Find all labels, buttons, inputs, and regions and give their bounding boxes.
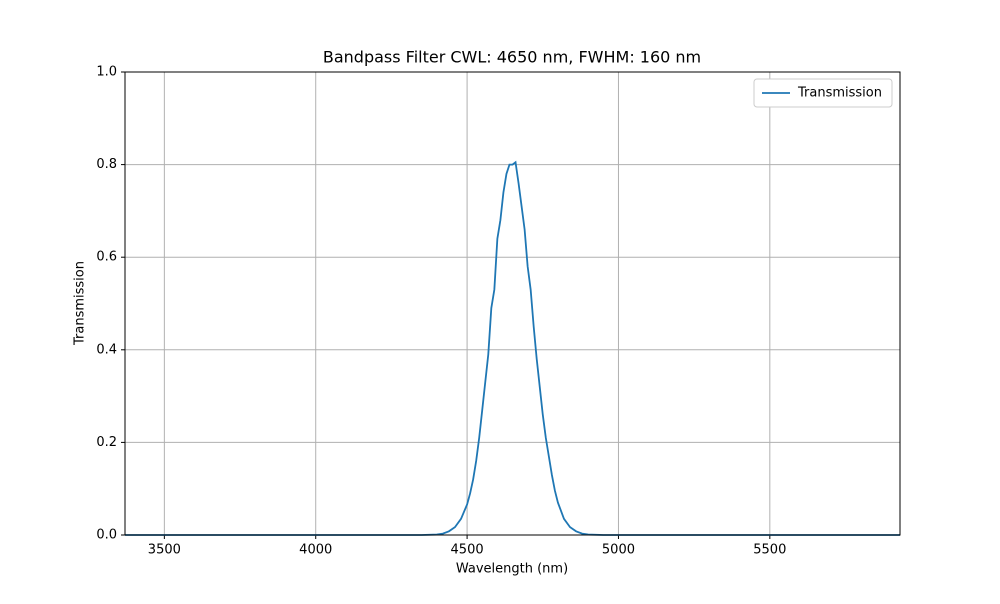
chart-title: Bandpass Filter CWL: 4650 nm, FWHM: 160 … — [323, 48, 701, 67]
y-tick-label: 0.6 — [96, 250, 117, 265]
x-tick-label: 4000 — [299, 543, 332, 558]
legend-box — [753, 78, 893, 108]
x-tick-label: 5500 — [753, 543, 786, 558]
y-tick-label: 0.4 — [96, 342, 117, 357]
legend-label: Transmission — [797, 86, 882, 101]
y-tick-label: 0.8 — [96, 157, 117, 172]
x-tick-label: 3500 — [148, 543, 181, 558]
x-tick-label: 5000 — [602, 543, 635, 558]
y-axis-label: Transmission — [73, 261, 88, 346]
y-tick-label: 0.0 — [96, 528, 117, 543]
y-tick-label: 0.2 — [96, 435, 117, 450]
y-tick-label: 1.0 — [96, 65, 117, 80]
x-axis-label: Wavelength (nm) — [456, 562, 568, 577]
series-line — [125, 160, 900, 536]
plot-frame — [124, 71, 901, 536]
x-tick-label: 4500 — [451, 543, 484, 558]
